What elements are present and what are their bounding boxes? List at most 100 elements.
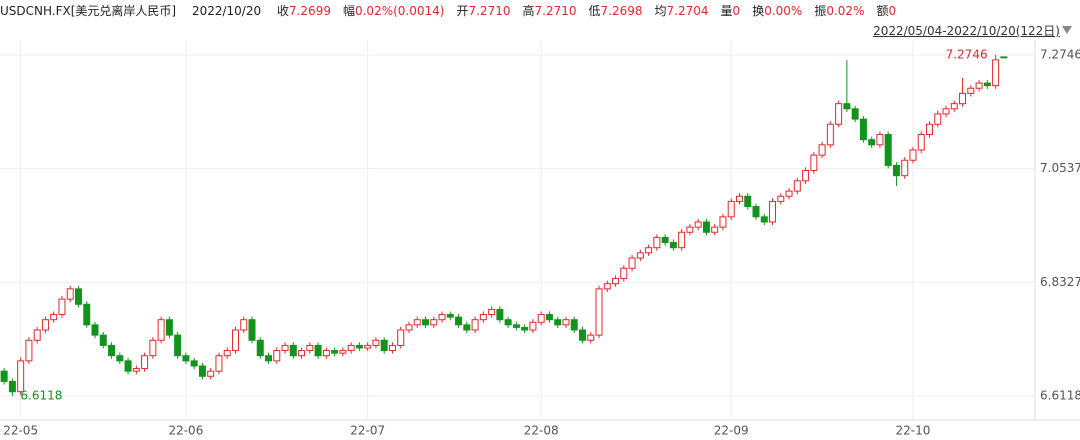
candle-body	[446, 314, 454, 318]
candle-body	[339, 350, 347, 354]
stat-value: 7.2704	[666, 4, 709, 18]
candle-body	[636, 252, 644, 259]
candle-body	[174, 334, 182, 357]
candle-body	[190, 360, 198, 367]
candle-body	[512, 324, 520, 328]
candle-body	[686, 226, 694, 233]
stat-value: 7.2710	[534, 4, 577, 18]
max-annotation: 7.2746	[946, 48, 988, 62]
candle-body	[628, 257, 636, 269]
candle-body	[50, 314, 58, 321]
y-tick-label: 6.6118	[1040, 388, 1080, 402]
candle-body	[876, 134, 884, 146]
range-selector[interactable]: 2022/05/04-2022/10/20(122日)	[873, 24, 1060, 38]
candle-body	[479, 314, 487, 321]
candle-body	[959, 92, 967, 105]
candle-body	[1000, 56, 1008, 59]
candle-body	[785, 190, 793, 197]
candle-body	[83, 303, 91, 326]
candle-body	[248, 319, 256, 341]
min-annotation: 6.6118	[20, 388, 62, 402]
stat-label: 低	[588, 4, 601, 18]
stat-value: 0	[888, 4, 897, 18]
x-tick-label: 22-07	[350, 424, 385, 438]
candle-body	[289, 344, 297, 357]
candle-body	[397, 329, 405, 346]
candle-body	[595, 288, 603, 336]
candle-body	[0, 370, 8, 382]
stat-value: 7.2699	[288, 4, 331, 18]
candle-body	[231, 329, 239, 352]
stat-value: 0.02%(0.0014)	[354, 4, 445, 18]
candle-body	[678, 231, 686, 249]
candle-body	[587, 334, 595, 341]
candle-body	[769, 200, 777, 223]
candle-body	[752, 206, 760, 218]
candle-body	[545, 314, 553, 321]
candle-body	[612, 278, 620, 285]
stat-value: 0.00%	[764, 4, 803, 18]
candle-body	[265, 355, 273, 362]
candle-body	[41, 319, 49, 331]
candle-body	[950, 103, 958, 110]
candle-body	[926, 123, 934, 136]
candle-body	[496, 308, 504, 321]
candle-body	[306, 344, 314, 352]
candle-body	[74, 288, 82, 305]
stat-label: 高	[522, 4, 535, 18]
stat-label: 量	[720, 4, 733, 18]
stat-label: 收	[276, 4, 289, 18]
candle-body	[802, 170, 810, 182]
candle-body	[413, 319, 421, 326]
candle-body	[380, 339, 388, 352]
candle-body	[760, 216, 768, 223]
candle-body	[273, 350, 281, 362]
candle-body	[562, 319, 570, 326]
candle-body	[372, 339, 380, 346]
x-tick-label: 22-08	[524, 424, 559, 438]
candle-body	[645, 247, 653, 254]
candle-body	[603, 283, 611, 290]
candle-body	[892, 164, 900, 177]
x-tick-label: 22-05	[3, 424, 38, 438]
candle-body	[711, 226, 719, 233]
candle-body	[843, 103, 851, 110]
candle-body	[504, 319, 512, 326]
candle-body	[141, 355, 149, 370]
symbol: USDCNH.FX[美元兑离岸人民币]	[0, 4, 177, 18]
candle-body	[215, 355, 223, 372]
candle-body	[529, 321, 537, 331]
candle-body	[975, 82, 983, 89]
candle-body	[66, 288, 74, 300]
candle-body	[669, 242, 677, 249]
candle-body	[744, 195, 752, 208]
candle-body	[917, 134, 925, 151]
candle-body	[422, 319, 430, 326]
candle-body	[347, 344, 355, 352]
candle-body	[355, 344, 363, 349]
stat-label: 额	[876, 4, 889, 18]
candle-body	[314, 344, 322, 357]
candle-body	[116, 355, 124, 362]
candle-body	[719, 216, 727, 228]
candle-body	[322, 350, 330, 357]
candle-body	[653, 236, 661, 249]
candle-body	[859, 118, 867, 141]
candle-body	[793, 180, 801, 192]
candle-body	[735, 195, 743, 202]
candle-body	[868, 139, 876, 146]
candle-body	[17, 360, 25, 393]
candle-body	[405, 324, 413, 331]
dropdown-arrow[interactable]	[1062, 26, 1072, 34]
candle-body	[25, 339, 33, 362]
candle-body	[901, 159, 909, 177]
candle-body	[165, 319, 173, 336]
stats: 收7.2699 幅0.02%(0.0014) 开7.2710 高7.2710 低7.26…	[265, 4, 896, 18]
x-tick-label: 22-10	[896, 424, 931, 438]
stat-label: 换	[752, 4, 765, 18]
y-tick-label: 7.2746	[1040, 48, 1080, 62]
candle-body	[281, 344, 289, 352]
stat-value: 7.2710	[468, 4, 511, 18]
candle-body	[463, 324, 471, 331]
